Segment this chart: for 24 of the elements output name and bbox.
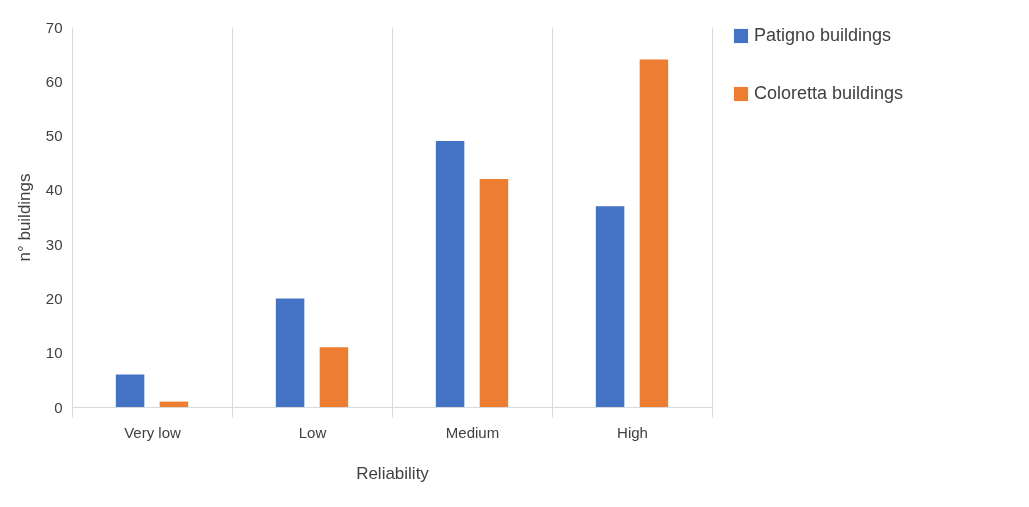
y-tick-label: 10	[45, 344, 63, 362]
y-tick-label: 30	[45, 235, 63, 253]
bar	[319, 347, 349, 407]
bar	[479, 179, 509, 407]
y-tick-label: 50	[45, 127, 63, 145]
legend-label: Patigno buildings	[754, 25, 892, 45]
y-tick-label: 20	[45, 289, 63, 307]
bar	[115, 374, 145, 407]
x-axis-title: Reliability	[356, 463, 430, 483]
bar	[639, 59, 669, 407]
x-tick-label: Medium	[445, 423, 500, 441]
y-axis-title: n° buildings	[14, 173, 34, 262]
legend-label: Coloretta buildings	[754, 83, 904, 103]
y-tick-label: 60	[45, 72, 63, 90]
y-tick-label: 0	[54, 398, 63, 416]
y-tick-label: 40	[45, 181, 63, 199]
bar	[435, 141, 465, 407]
x-tick-label: Very low	[124, 423, 182, 441]
bar	[275, 298, 305, 407]
bar	[159, 401, 189, 407]
y-tick-label: 70	[45, 18, 63, 36]
bar	[595, 206, 625, 407]
x-tick-label: Low	[298, 423, 327, 441]
x-tick-label: High	[617, 423, 648, 441]
